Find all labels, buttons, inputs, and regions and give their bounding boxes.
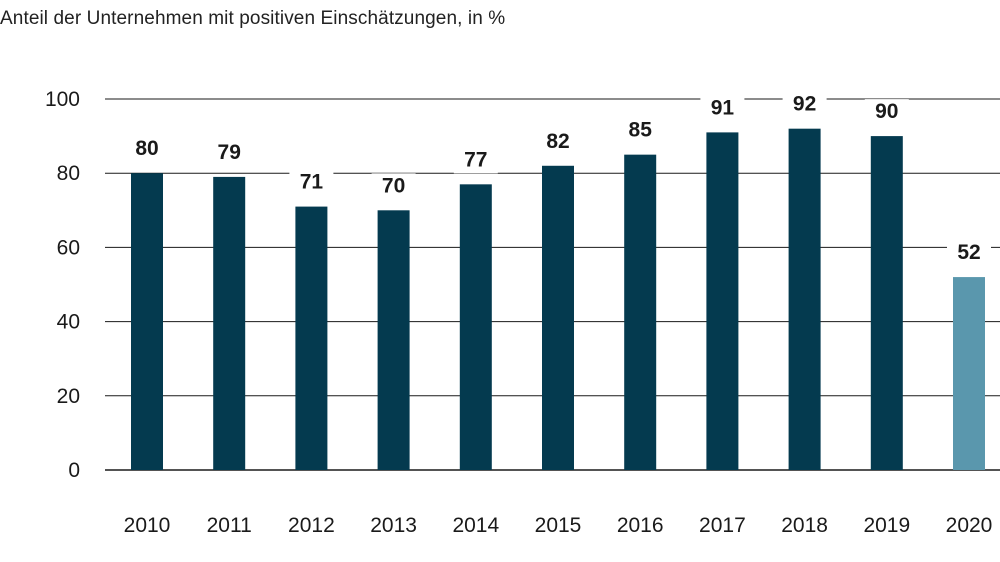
x-tick-label-2012: 2012: [288, 514, 335, 537]
x-tick-label-2018: 2018: [781, 514, 828, 537]
data-label-background-2020: [947, 240, 991, 267]
data-label-2017: 91: [711, 96, 735, 119]
data-label-background-2010: [125, 136, 169, 163]
data-label-2015: 82: [546, 130, 569, 153]
bar-2010: [131, 173, 163, 470]
bar-2018: [788, 128, 821, 470]
data-label-2010: 80: [135, 137, 158, 160]
data-label-2013: 70: [382, 174, 405, 197]
chart-subtitle: Anteil der Unternehmen mit positiven Ein…: [0, 8, 506, 29]
x-axis-tick-labels: 2010 2011 2012 2013 2014 2015 2016 2017 2018 2019…: [124, 514, 993, 537]
bar-2020: [953, 277, 985, 470]
data-label-background-2014: [453, 147, 498, 174]
x-tick-label-2016: 2016: [617, 514, 664, 537]
y-tick-label-40: 40: [57, 311, 80, 334]
x-tick-label-2010: 2010: [124, 514, 171, 537]
bar-2011: [213, 176, 246, 470]
x-tick-label-2019: 2019: [863, 514, 910, 537]
data-label-background-2018: [782, 91, 827, 118]
bar-2012: [295, 206, 328, 470]
x-tick-label-2017: 2017: [699, 514, 746, 537]
bars: [131, 128, 985, 471]
x-tick-label-2013: 2013: [370, 514, 417, 537]
data-label-background-2012: [289, 169, 334, 196]
data-label-2019: 90: [875, 100, 898, 123]
x-tick-label-2020: 2020: [946, 514, 993, 537]
data-label-background-2011: [207, 139, 252, 166]
data-label-background-2017: [700, 95, 745, 122]
data-label-background-2015: [536, 128, 580, 155]
data-label-background-2019: [864, 99, 909, 126]
y-tick-label-100: 100: [45, 88, 80, 111]
data-label-2018: 92: [793, 93, 816, 116]
data-label-background-2016: [618, 117, 663, 144]
data-label-2012: 71: [300, 171, 324, 194]
y-tick-label-0: 0: [68, 459, 80, 482]
data-label-2020: 52: [957, 241, 980, 264]
bar-2016: [624, 154, 657, 470]
y-axis-tick-labels: 0 20 40 60 80 100: [45, 88, 80, 482]
data-label-2011: 79: [218, 141, 241, 164]
bar-2019: [870, 136, 903, 470]
data-label-background-2013: [371, 173, 416, 200]
y-tick-label-20: 20: [57, 385, 80, 408]
bar-2017: [706, 132, 739, 470]
bar-2014: [459, 184, 492, 470]
x-tick-label-2011: 2011: [207, 514, 252, 537]
bar-2013: [377, 210, 410, 471]
x-tick-label-2015: 2015: [535, 514, 582, 537]
x-tick-label-2014: 2014: [452, 514, 499, 537]
bar-2015: [542, 165, 574, 470]
data-label-2016: 85: [629, 119, 653, 142]
data-labels: 80 79 71 70 77 82 85 91 92 90 52: [125, 91, 991, 267]
data-label-2014: 77: [464, 148, 487, 171]
y-tick-label-60: 60: [57, 236, 80, 259]
y-tick-label-80: 80: [57, 162, 80, 185]
